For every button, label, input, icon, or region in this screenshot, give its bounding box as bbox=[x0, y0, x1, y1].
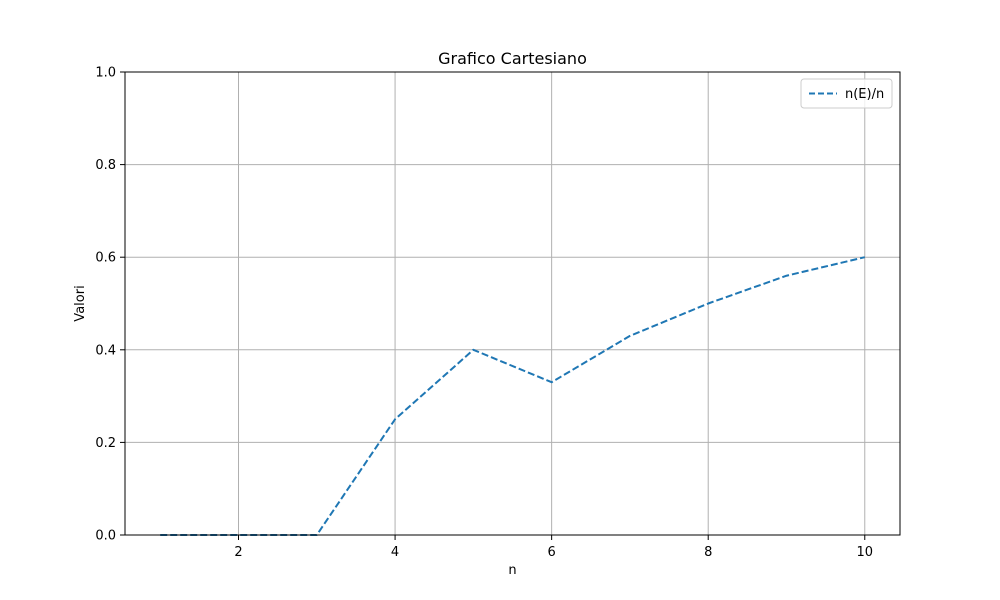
y-axis-ticks: 0.0 0.2 0.4 0.6 0.8 1.0 bbox=[95, 66, 125, 544]
chart-title: Grafico Cartesiano bbox=[438, 49, 587, 68]
series-line bbox=[160, 256, 866, 536]
x-axis-ticks: 2 4 6 8 10 bbox=[234, 535, 873, 560]
legend: n(E)/n bbox=[800, 78, 893, 109]
series-layer bbox=[160, 256, 866, 536]
y-tick-label: 0.6 bbox=[95, 251, 116, 266]
x-tick-label: 4 bbox=[391, 545, 399, 560]
plot-frame bbox=[124, 71, 901, 536]
y-tick-label: 0.4 bbox=[95, 343, 116, 358]
x-tick-label: 10 bbox=[856, 545, 873, 560]
y-tick-label: 1.0 bbox=[95, 66, 116, 81]
x-axis-label: n bbox=[508, 563, 516, 578]
y-tick-label: 0.8 bbox=[95, 158, 116, 173]
y-tick-label: 0.0 bbox=[95, 529, 116, 544]
y-axis-label: Valori bbox=[73, 285, 88, 321]
legend-entry-label: n(E)/n bbox=[845, 87, 884, 102]
x-tick-label: 8 bbox=[704, 545, 712, 560]
x-tick-label: 6 bbox=[548, 545, 556, 560]
y-tick-label: 0.2 bbox=[95, 436, 116, 451]
legend-box bbox=[800, 78, 893, 109]
x-tick-label: 2 bbox=[234, 545, 242, 560]
